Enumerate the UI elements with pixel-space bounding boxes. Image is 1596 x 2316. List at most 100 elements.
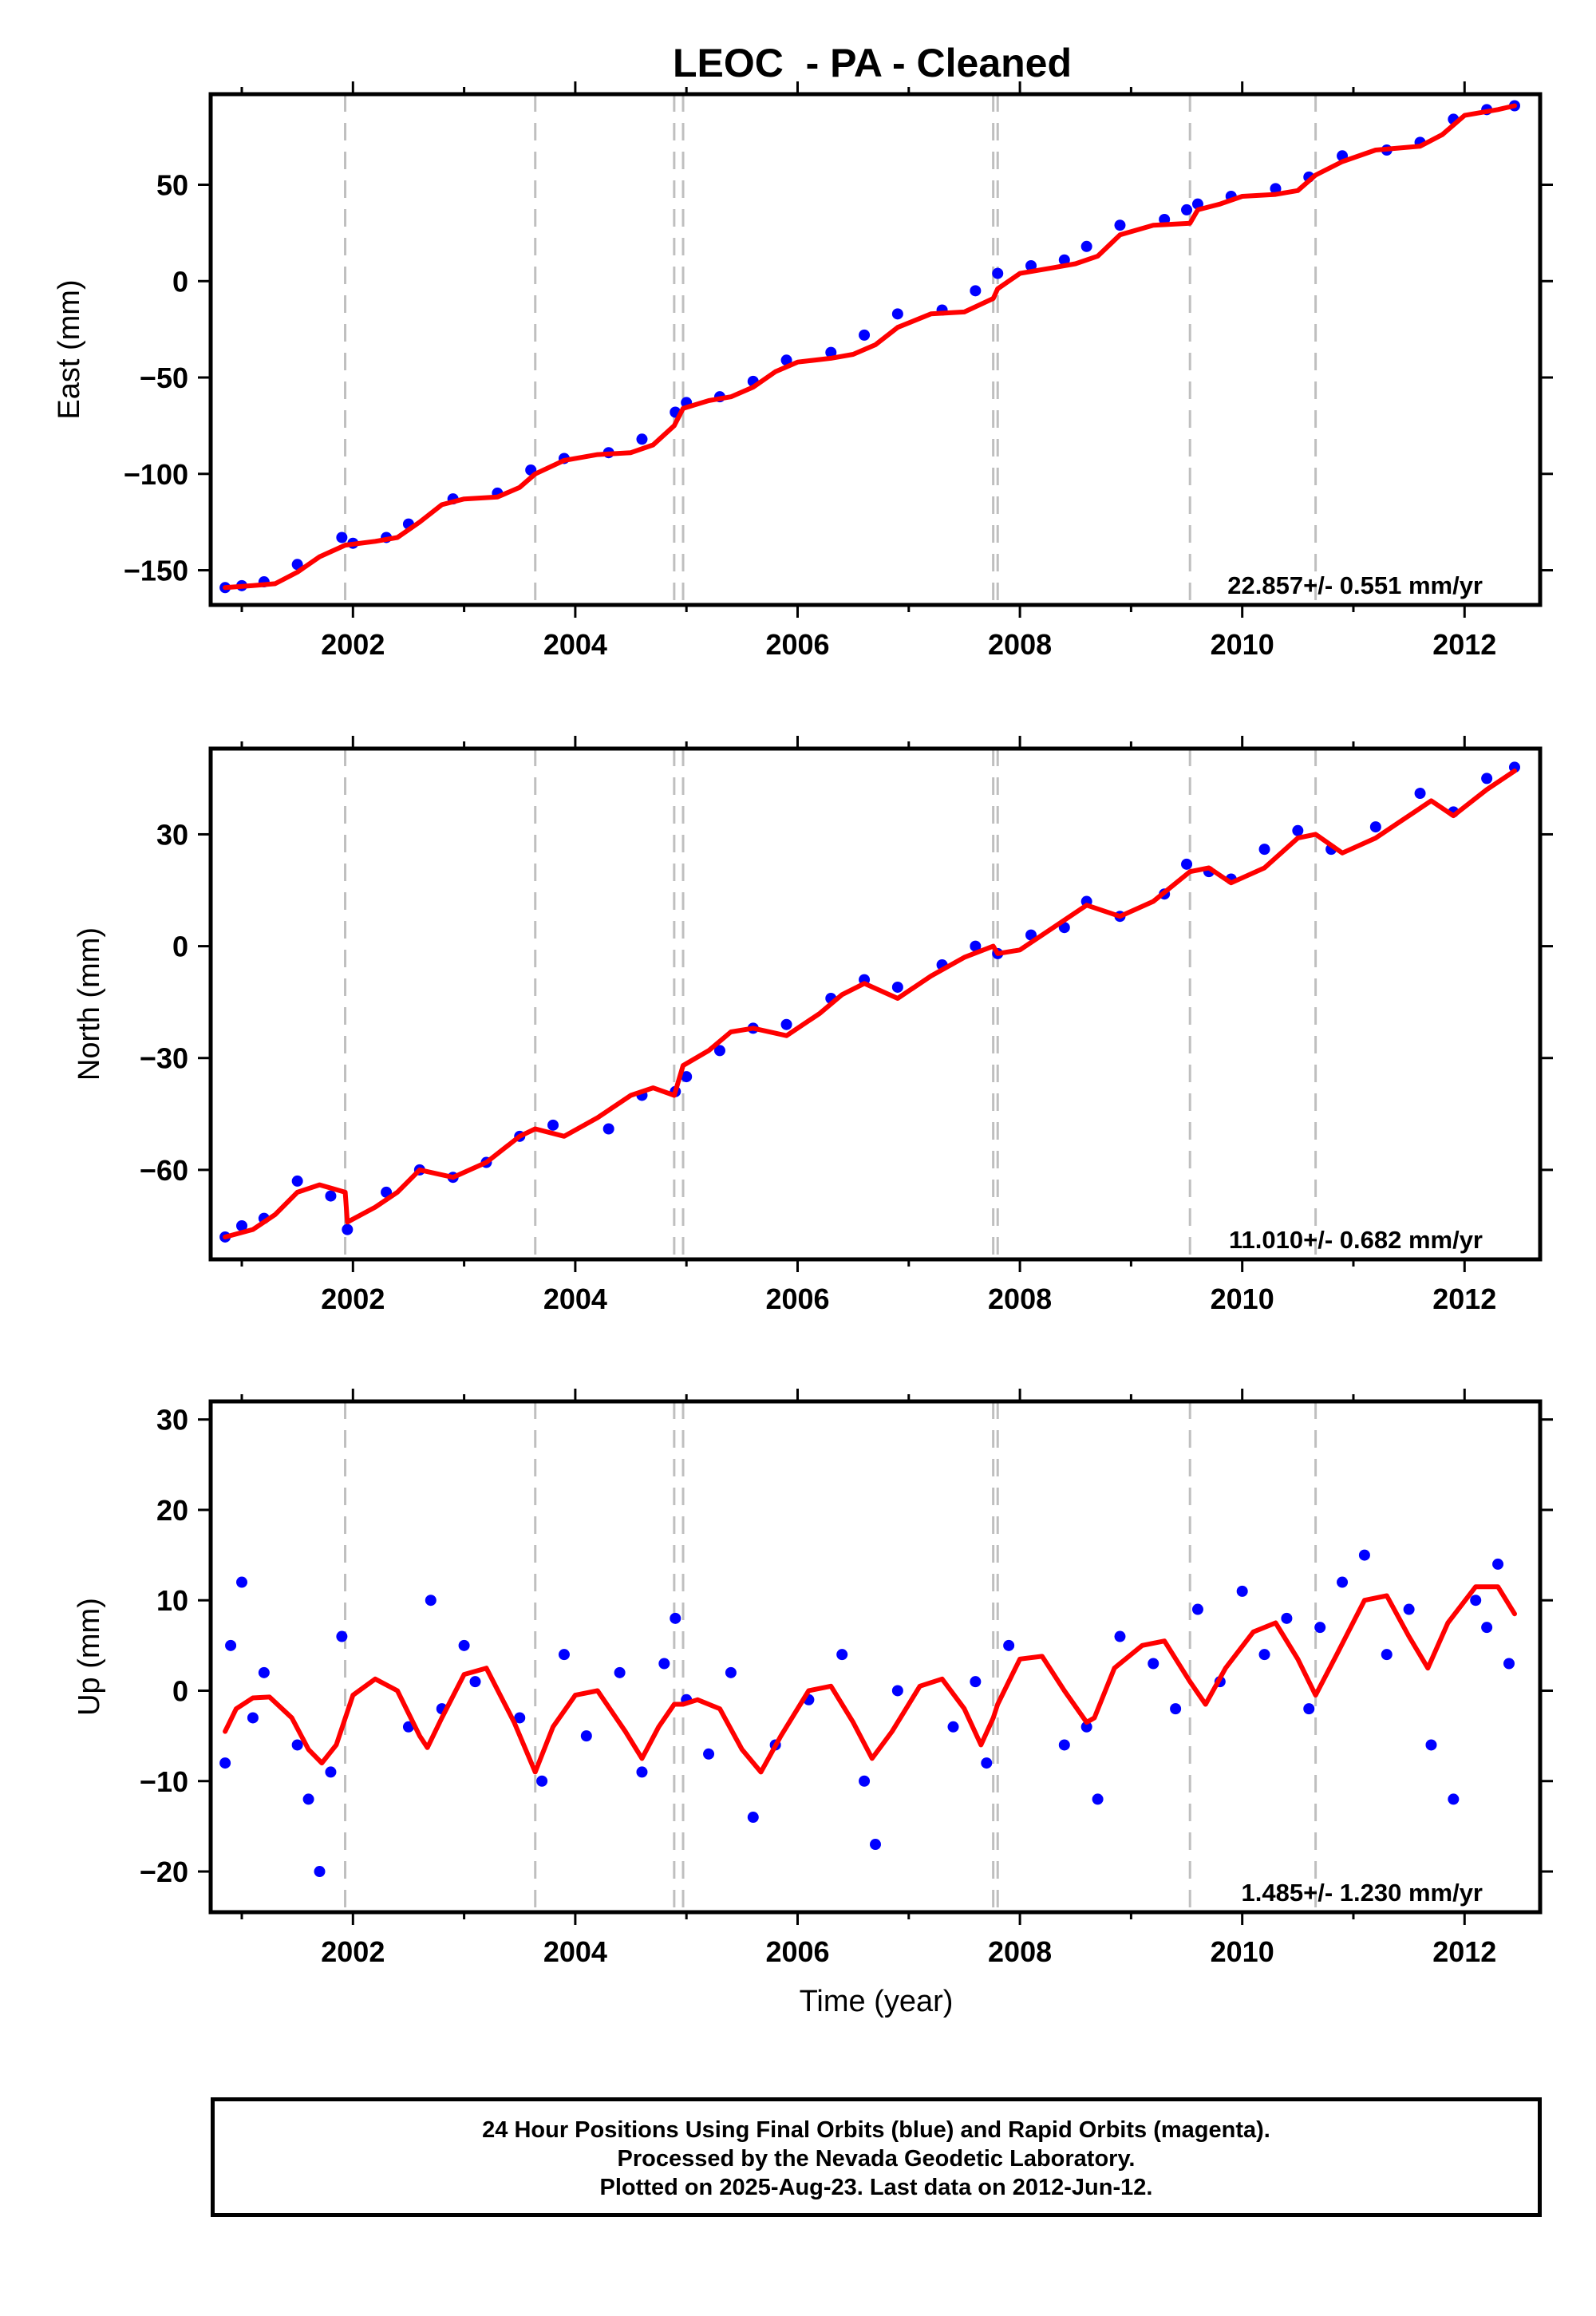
y-tick-label: 30 bbox=[156, 818, 188, 851]
x-tick-label: 2010 bbox=[1211, 1935, 1274, 1968]
chart-title: LEOC - PA - Cleaned bbox=[673, 41, 1072, 85]
up-plot-area bbox=[219, 1401, 1517, 1912]
data-point bbox=[825, 346, 837, 358]
data-point bbox=[636, 433, 648, 445]
data-point bbox=[713, 1045, 725, 1057]
x-tick-label: 2012 bbox=[1432, 628, 1496, 661]
data-point bbox=[970, 1676, 982, 1688]
data-point bbox=[1114, 219, 1126, 231]
data-point bbox=[670, 1612, 681, 1624]
x-tick-label: 2004 bbox=[543, 628, 607, 661]
x-tick-label: 2010 bbox=[1211, 1282, 1274, 1315]
data-point bbox=[1181, 858, 1193, 870]
data-point bbox=[1503, 1658, 1515, 1670]
data-point bbox=[236, 1576, 248, 1588]
data-point bbox=[981, 1757, 993, 1769]
footer-line: Plotted on 2025-Aug-23. Last data on 201… bbox=[599, 2175, 1153, 2200]
data-point bbox=[859, 1775, 871, 1787]
y-tick-label: 20 bbox=[156, 1494, 188, 1527]
data-point bbox=[325, 1766, 337, 1778]
footer-box: 24 Hour Positions Using Final Orbits (bl… bbox=[211, 2097, 1542, 2217]
data-point bbox=[247, 1712, 259, 1724]
data-point bbox=[1481, 1622, 1493, 1634]
data-point bbox=[1181, 204, 1193, 215]
data-point bbox=[970, 285, 982, 297]
data-point bbox=[891, 981, 903, 993]
data-point bbox=[536, 1775, 548, 1787]
plot-frame bbox=[208, 746, 1543, 1262]
data-point bbox=[547, 1119, 559, 1131]
data-point bbox=[1080, 240, 1092, 252]
x-tick-label: 2004 bbox=[543, 1282, 607, 1315]
x-tick-label: 2010 bbox=[1211, 628, 1274, 661]
north-panel: 2002 2004 2006 2008 2010 2012 −60 −30 0 30 North (… bbox=[73, 736, 1553, 1315]
x-tick-label: 2002 bbox=[321, 628, 385, 661]
data-point bbox=[458, 1639, 470, 1651]
data-point bbox=[703, 1748, 715, 1760]
data-point bbox=[1381, 1649, 1393, 1661]
data-point bbox=[602, 1123, 614, 1135]
model-line bbox=[223, 1584, 1517, 1775]
y-tick-label: −10 bbox=[140, 1765, 188, 1798]
data-point bbox=[1281, 1612, 1293, 1624]
data-point bbox=[1369, 821, 1381, 833]
data-point bbox=[325, 1190, 337, 1202]
data-point bbox=[1058, 254, 1070, 266]
model-line bbox=[223, 769, 1517, 1239]
data-point bbox=[1148, 1658, 1159, 1670]
x-tick-label: 2008 bbox=[988, 1935, 1052, 1968]
data-point bbox=[870, 1839, 881, 1851]
data-point bbox=[859, 329, 871, 341]
y-tick-label: 50 bbox=[156, 169, 188, 202]
data-point bbox=[1092, 1793, 1104, 1805]
x-tick-label: 2008 bbox=[988, 1282, 1052, 1315]
data-point bbox=[1314, 1622, 1326, 1634]
rate-label: 11.010+/- 0.682 mm/yr bbox=[1229, 1226, 1483, 1254]
data-point bbox=[1358, 1549, 1370, 1561]
data-point bbox=[1303, 1703, 1315, 1715]
data-point bbox=[1492, 1558, 1504, 1570]
data-point bbox=[1414, 788, 1426, 800]
y-axis-label: Up (mm) bbox=[73, 1598, 106, 1716]
data-point bbox=[780, 354, 792, 366]
data-point bbox=[291, 1175, 303, 1187]
plot-frame bbox=[208, 1399, 1543, 1915]
data-point bbox=[681, 1071, 693, 1083]
data-point bbox=[1191, 1603, 1203, 1615]
x-tick-label: 2006 bbox=[765, 628, 829, 661]
rate-label: 1.485+/- 1.230 mm/yr bbox=[1242, 1879, 1483, 1907]
y-tick-label: 10 bbox=[156, 1584, 188, 1617]
data-point bbox=[614, 1666, 626, 1678]
data-point bbox=[336, 1630, 348, 1642]
data-point bbox=[291, 559, 303, 571]
x-tick-label: 2008 bbox=[988, 628, 1052, 661]
data-point bbox=[342, 1223, 354, 1235]
data-point bbox=[1470, 1595, 1482, 1607]
data-point bbox=[1025, 259, 1037, 271]
data-point bbox=[1270, 183, 1282, 195]
data-point bbox=[225, 1639, 237, 1651]
model-line bbox=[223, 103, 1517, 591]
x-tick-label: 2006 bbox=[765, 1282, 829, 1315]
x-tick-label: 2006 bbox=[765, 1935, 829, 1968]
data-point bbox=[1258, 844, 1270, 856]
y-tick-label: 0 bbox=[172, 1674, 188, 1707]
data-point bbox=[314, 1866, 326, 1878]
footer-line: Processed by the Nevada Geodetic Laborat… bbox=[617, 2146, 1136, 2172]
data-point bbox=[636, 1766, 648, 1778]
data-point bbox=[725, 1666, 737, 1678]
east-panel: 2002 2004 2006 2008 2010 2012 −150 −100 −50 0 50 Ea… bbox=[53, 81, 1553, 661]
data-point bbox=[1236, 1585, 1248, 1597]
y-tick-label: −60 bbox=[140, 1154, 188, 1187]
north-plot-area bbox=[219, 749, 1520, 1259]
data-point bbox=[1425, 1739, 1437, 1751]
y-tick-label: −100 bbox=[124, 458, 188, 491]
data-point bbox=[992, 267, 1004, 279]
up-panel: 2002 2004 2006 2008 2010 2012 −20 −10 0 10 20 30 Up … bbox=[73, 1389, 1553, 1968]
data-point bbox=[1292, 824, 1304, 836]
y-tick-label: 30 bbox=[156, 1404, 188, 1437]
data-point bbox=[291, 1739, 303, 1751]
data-point bbox=[302, 1793, 314, 1805]
y-axis-label: North (mm) bbox=[73, 927, 106, 1081]
y-axis-label: East (mm) bbox=[53, 279, 86, 419]
